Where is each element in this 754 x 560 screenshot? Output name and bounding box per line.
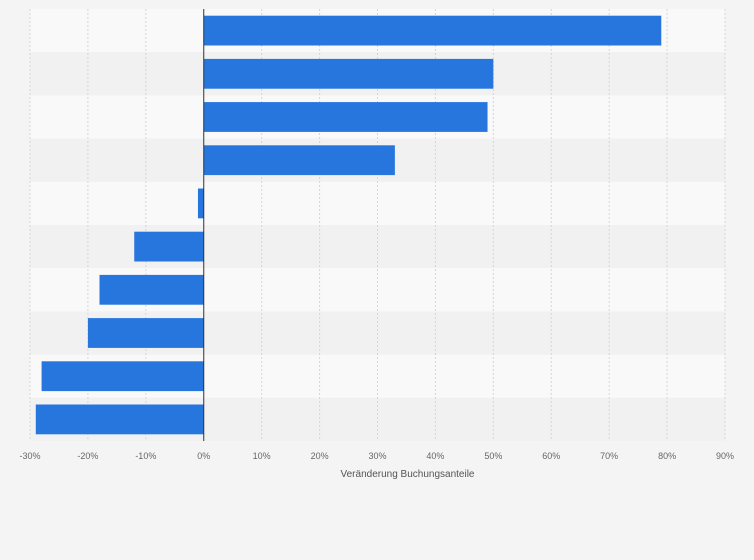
bar[interactable]: [197, 188, 204, 219]
bar[interactable]: [99, 274, 204, 305]
x-tick-label: 80%: [658, 451, 676, 461]
x-tick-label: -30%: [19, 451, 40, 461]
x-tick-label: -20%: [77, 451, 98, 461]
x-tick-label: 30%: [368, 451, 386, 461]
bar[interactable]: [203, 58, 494, 89]
gridlines: [29, 9, 726, 441]
x-tick-label: 10%: [253, 451, 271, 461]
x-tick-label: 0%: [197, 451, 210, 461]
bar[interactable]: [203, 15, 662, 46]
bar[interactable]: [203, 102, 488, 132]
bar[interactable]: [87, 318, 204, 348]
x-tick-label: 90%: [716, 451, 734, 461]
bar[interactable]: [41, 361, 204, 392]
x-tick-label: 40%: [426, 451, 444, 461]
x-tick-label: 50%: [484, 451, 502, 461]
x-tick-label: 20%: [311, 451, 329, 461]
x-axis-title: Veränderung Buchungsanteile: [341, 469, 475, 480]
x-tick-label: 70%: [600, 451, 618, 461]
bars: [35, 15, 662, 435]
bar[interactable]: [134, 231, 204, 262]
x-tick-label: -10%: [135, 451, 156, 461]
x-axis-ticks: -30% -20% -10% 0% 10% 20% 30% 40% 50% 60% 70% 80% 90…: [19, 451, 734, 461]
x-tick-label: 60%: [542, 451, 560, 461]
bar[interactable]: [35, 404, 204, 435]
bar[interactable]: [203, 145, 395, 176]
